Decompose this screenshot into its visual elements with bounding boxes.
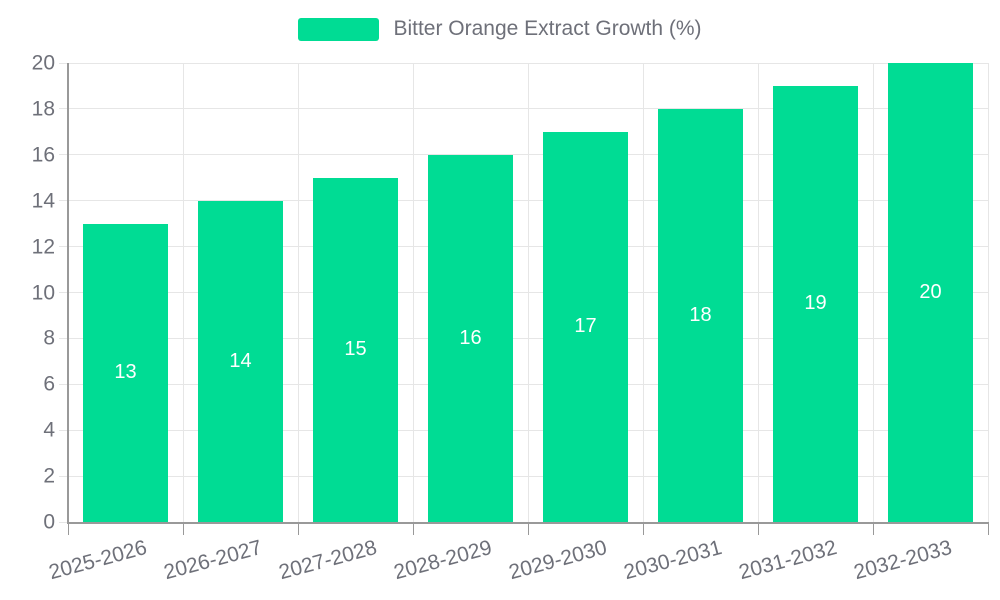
gridline-vertical xyxy=(987,63,989,522)
bar-value-label: 17 xyxy=(574,315,597,338)
x-axis-tick xyxy=(67,522,69,535)
y-tick-label: 6 xyxy=(43,372,55,396)
y-tick-label: 18 xyxy=(31,97,55,121)
bar[interactable]: 15 xyxy=(313,177,398,522)
y-tick-label: 16 xyxy=(31,143,55,167)
bar[interactable]: 14 xyxy=(198,200,283,522)
y-axis-tick xyxy=(59,154,67,156)
y-axis-tick xyxy=(59,521,67,523)
x-axis-tick xyxy=(527,522,529,535)
bar[interactable]: 18 xyxy=(658,108,743,522)
y-tick-label: 10 xyxy=(31,281,55,304)
x-tick-label: 2028-2029 xyxy=(391,536,495,585)
y-axis-tick xyxy=(59,383,67,385)
x-axis-tick xyxy=(757,522,759,535)
legend-swatch[interactable] xyxy=(298,17,380,41)
x-tick-label: 2026-2027 xyxy=(161,536,265,585)
x-axis-tick xyxy=(987,522,989,535)
x-axis-tick xyxy=(872,522,874,535)
gridline-vertical xyxy=(412,63,414,522)
gridline-vertical xyxy=(642,63,644,522)
bar-value-label: 16 xyxy=(459,326,482,349)
y-tick-label: 8 xyxy=(43,326,55,350)
bar-value-label: 15 xyxy=(344,338,367,361)
x-axis-tick xyxy=(642,522,644,535)
bar-value-label: 14 xyxy=(229,349,252,372)
y-tick-label: 12 xyxy=(31,235,55,259)
gridline-vertical xyxy=(527,63,529,522)
bar-value-label: 18 xyxy=(689,303,712,326)
x-axis-tick xyxy=(412,522,414,535)
x-axis-tick xyxy=(297,522,299,535)
bar[interactable]: 19 xyxy=(773,85,858,522)
bar-value-label: 13 xyxy=(114,361,137,384)
x-tick-label: 2032-2033 xyxy=(851,536,955,585)
y-tick-label: 2 xyxy=(43,464,55,488)
x-axis-line xyxy=(67,522,989,524)
bar[interactable]: 13 xyxy=(83,223,168,522)
y-axis-tick xyxy=(59,429,67,431)
y-axis-tick xyxy=(59,200,67,202)
gridline-vertical xyxy=(757,63,759,522)
x-tick-label: 2029-2030 xyxy=(506,536,610,585)
x-axis-tick xyxy=(182,522,184,535)
x-tick-label: 2025-2026 xyxy=(46,536,150,585)
bar-value-label: 20 xyxy=(919,281,942,303)
x-tick-label: 2027-2028 xyxy=(276,536,380,585)
y-axis-line xyxy=(67,63,69,522)
y-axis-tick xyxy=(59,246,67,248)
x-tick-label: 2030-2031 xyxy=(621,536,725,585)
bar-value-label: 19 xyxy=(804,292,827,315)
bar[interactable]: 20 xyxy=(888,63,973,522)
y-axis-tick xyxy=(59,475,67,477)
y-tick-label: 14 xyxy=(31,189,55,213)
gridline-vertical xyxy=(297,63,299,522)
y-axis-tick xyxy=(59,108,67,110)
legend[interactable]: Bitter Orange Extract Growth (%) xyxy=(0,17,1000,41)
y-axis-tick xyxy=(59,62,67,64)
bar[interactable]: 16 xyxy=(428,154,513,522)
y-axis-tick xyxy=(59,292,67,293)
gridline-vertical xyxy=(872,63,874,522)
x-tick-label: 2031-2032 xyxy=(736,536,840,585)
bar[interactable]: 17 xyxy=(543,131,628,522)
y-tick-label: 0 xyxy=(43,510,55,534)
gridline-vertical xyxy=(182,63,184,522)
legend-label[interactable]: Bitter Orange Extract Growth (%) xyxy=(393,17,702,40)
plot-area: 0 2 4 6 8 10 12 14 16 18 20 13 14 15 16 17 18 19 20 2025-20… xyxy=(32,53,989,584)
y-tick-label: 4 xyxy=(43,418,55,442)
y-axis-tick xyxy=(59,337,67,339)
y-tick-label: 20 xyxy=(31,51,55,75)
